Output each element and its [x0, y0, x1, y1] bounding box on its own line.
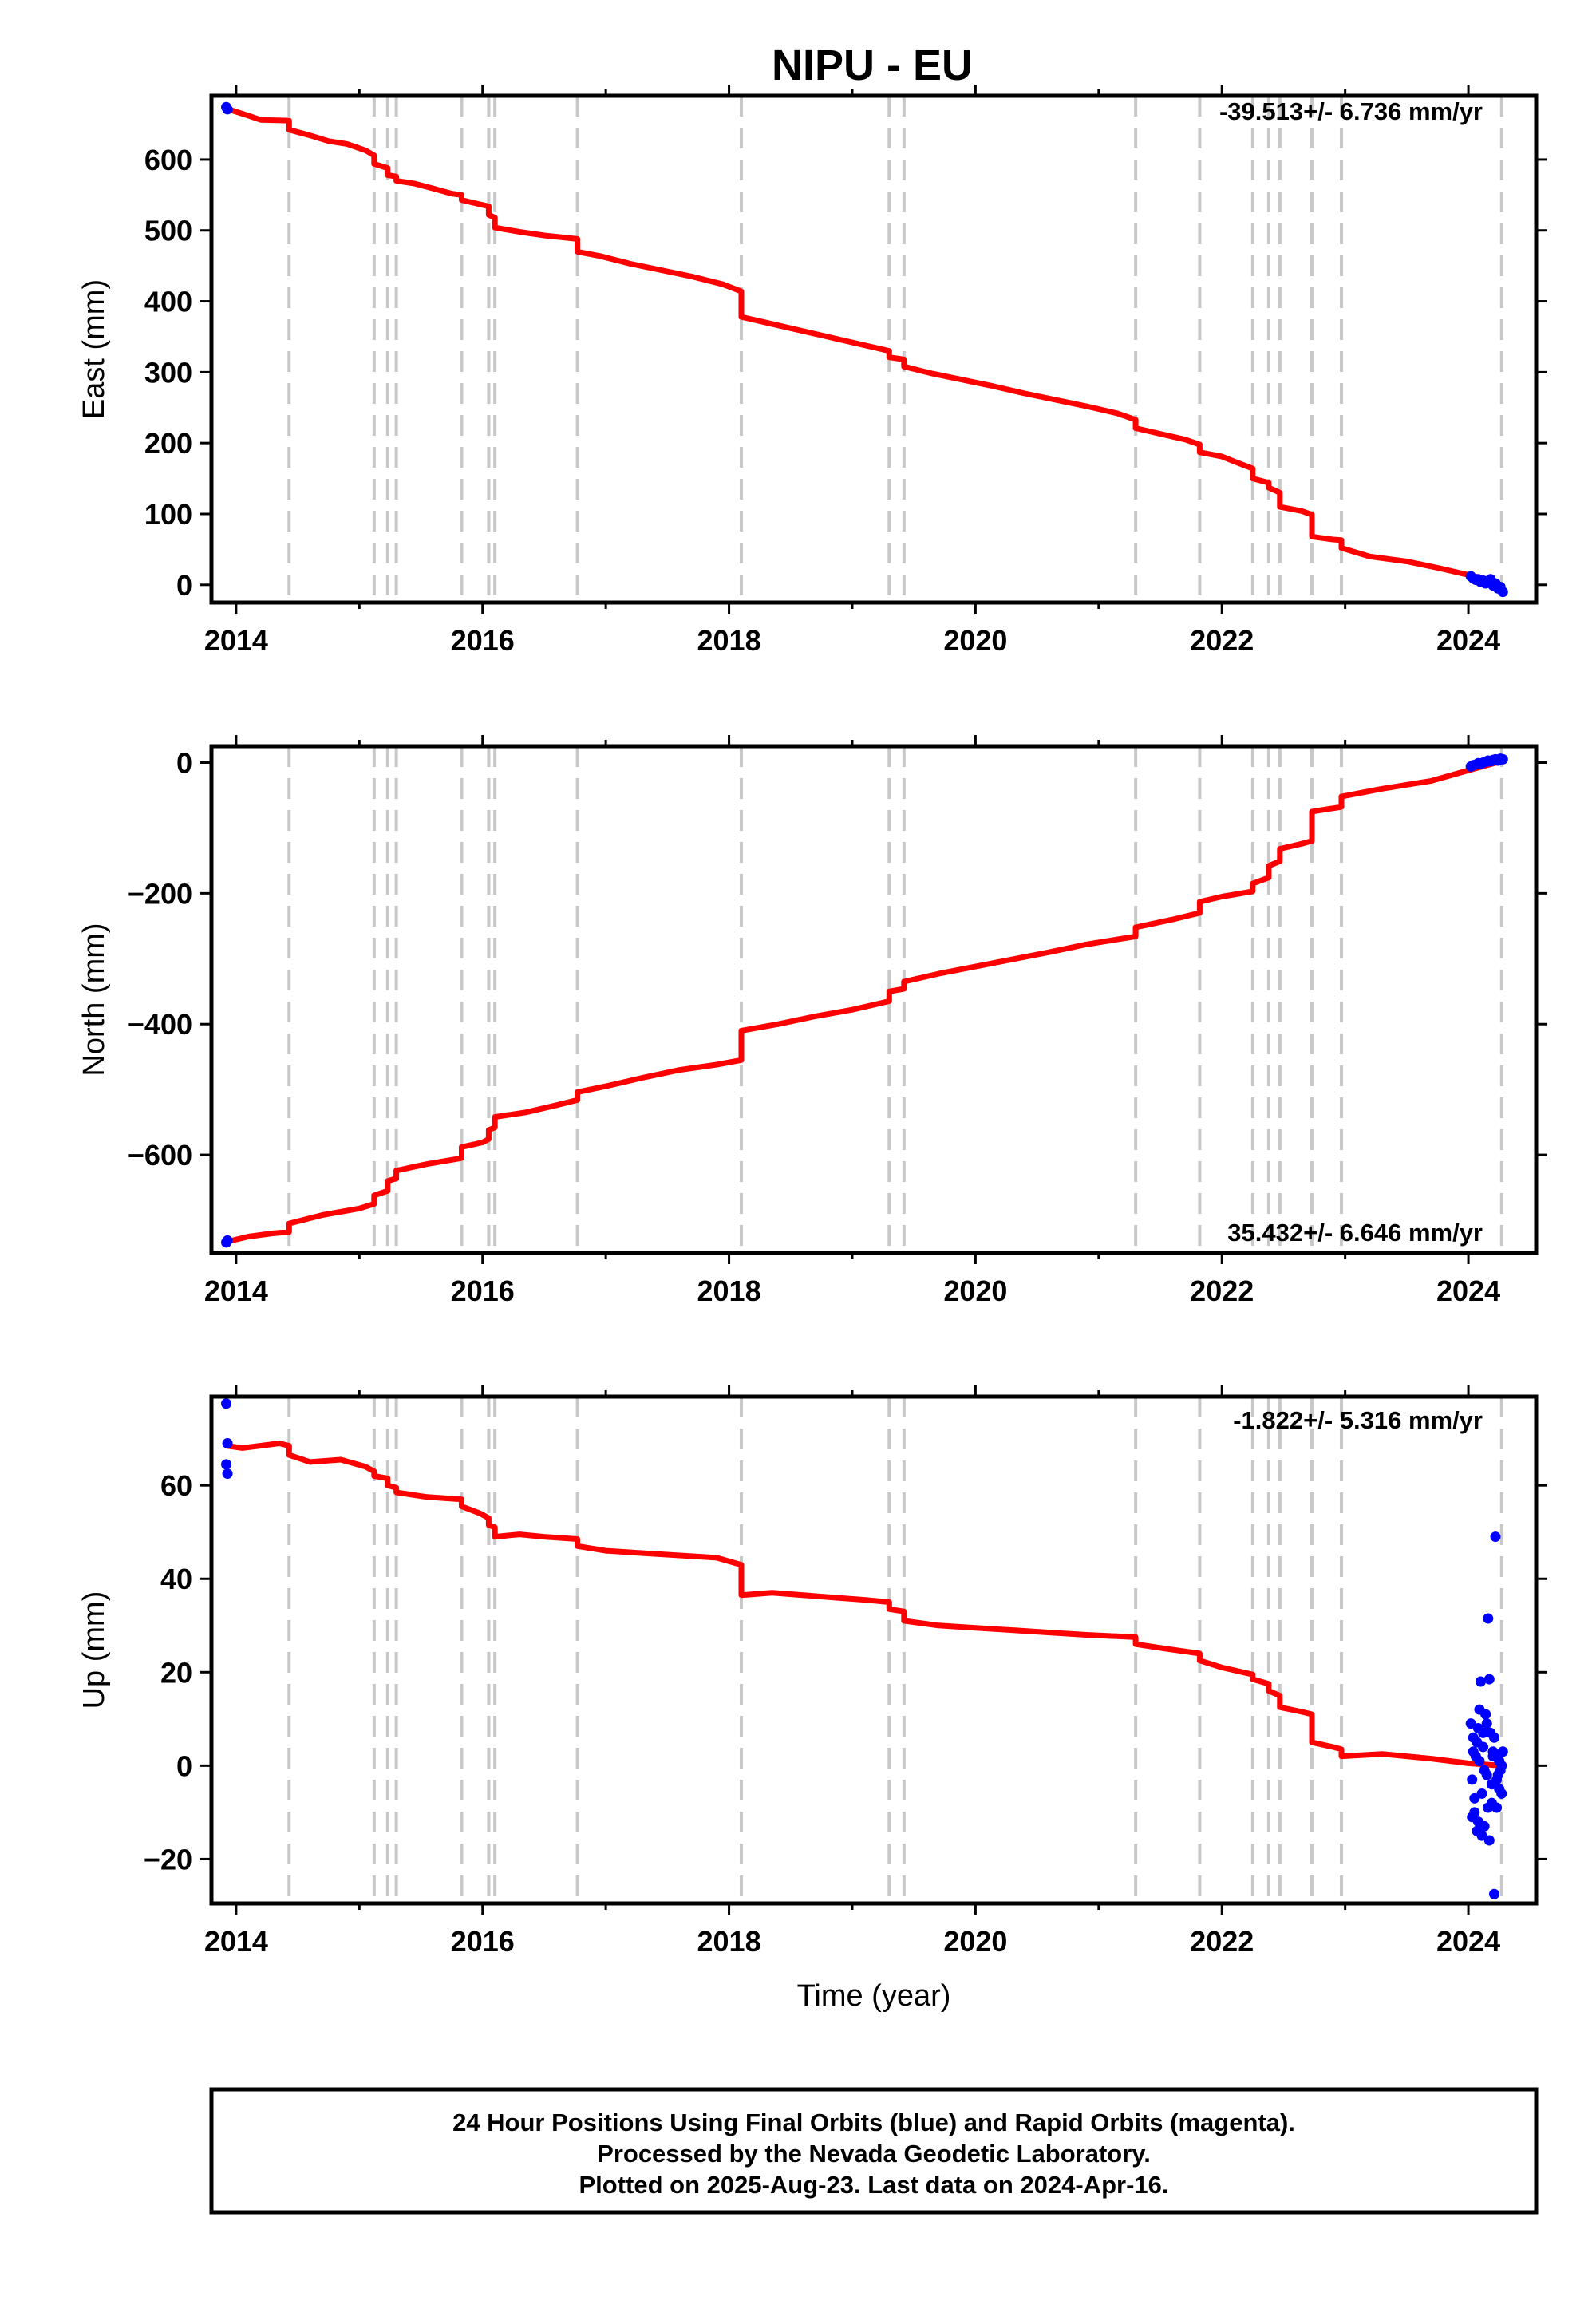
final-orbit-point	[1474, 1755, 1485, 1766]
final-orbit-point	[221, 1459, 232, 1470]
y-tick-label: −20	[144, 1843, 192, 1875]
x-tick-label: 2020	[943, 1275, 1007, 1307]
final-orbit-point	[221, 1398, 232, 1409]
final-orbit-point	[1467, 1774, 1478, 1785]
footer-line-1: 24 Hour Positions Using Final Orbits (bl…	[452, 2109, 1295, 2136]
final-orbit-point	[1478, 1727, 1489, 1738]
x-axis-title: Time (year)	[797, 1979, 951, 2013]
plot-frame	[209, 1394, 1539, 1906]
x-tick-label: 2014	[204, 1275, 268, 1307]
rate-label: -1.822+/- 5.316 mm/yr	[1233, 1406, 1483, 1434]
y-tick-label: 200	[144, 427, 192, 460]
final-orbit-point	[1472, 1737, 1483, 1748]
y-tick-label: 500	[144, 215, 192, 247]
final-orbit-point	[1497, 587, 1508, 598]
final-orbit-point	[1481, 1718, 1492, 1729]
final-orbit-point	[1472, 1816, 1483, 1828]
final-orbit-point	[1487, 1751, 1499, 1762]
x-tick-label: 2018	[697, 1275, 761, 1307]
x-tick-label: 2020	[943, 624, 1007, 657]
footer-box: 24 Hour Positions Using Final Orbits (bl…	[209, 2087, 1539, 2215]
chart-title: NIPU - EU	[772, 41, 973, 89]
final-orbit-point	[1483, 1835, 1495, 1846]
footer-line-2: Processed by the Nevada Geodetic Laborat…	[597, 2140, 1151, 2168]
final-orbit-point	[222, 1438, 233, 1449]
model-line	[226, 1441, 1503, 1769]
final-orbit-point	[1468, 1746, 1479, 1757]
final-orbit-point	[222, 104, 233, 115]
x-tick-label: 2018	[697, 1925, 761, 1958]
y-tick-label: 400	[144, 286, 192, 318]
y-tick-label: 100	[144, 498, 192, 531]
y-tick-label: 0	[176, 1749, 192, 1782]
x-tick-label: 2022	[1190, 624, 1254, 657]
y-tick-label: 0	[176, 569, 192, 602]
final-orbit-point	[222, 1235, 233, 1246]
final-orbit-point	[1465, 1718, 1476, 1729]
y-tick-label: −600	[128, 1139, 192, 1172]
final-orbit-point	[1490, 1531, 1501, 1543]
x-tick-label: 2014	[204, 624, 268, 657]
x-tick-label: 2014	[204, 1925, 268, 1958]
panel-north: 2014 2016 2018 2020 2022 2024 0 −200 −400 −600 Nor…	[77, 735, 1547, 1307]
y-tick-label: 0	[176, 746, 192, 779]
panels: 2014 2016 2018 2020 2022 20240100200300400500…	[77, 85, 1547, 2013]
y-axis-title: Up (mm)	[77, 1591, 111, 1709]
plot-frame	[209, 93, 1539, 605]
final-orbit-point	[1474, 1704, 1485, 1715]
final-orbit-point	[1469, 1792, 1480, 1804]
final-orbit-point	[222, 1468, 233, 1480]
x-tick-label: 2024	[1436, 1925, 1500, 1958]
final-orbit-point	[1488, 1888, 1499, 1899]
plot-frame	[209, 744, 1539, 1255]
rate-label: -39.513+/- 6.736 mm/yr	[1219, 97, 1483, 125]
y-tick-label: 600	[144, 144, 192, 176]
final-orbit-point	[1497, 753, 1508, 765]
x-tick-label: 2024	[1436, 624, 1500, 657]
panel-east: 2014 2016 2018 2020 2022 2024 0 100 200 300 400 500…	[77, 85, 1547, 657]
x-tick-label: 2016	[451, 1275, 515, 1307]
x-tick-label: 2016	[451, 624, 515, 657]
x-tick-label: 2024	[1436, 1275, 1500, 1307]
final-orbit-point	[1479, 1765, 1490, 1776]
final-orbit-point	[1497, 1746, 1508, 1757]
model-line	[225, 758, 1503, 1245]
y-tick-label: −400	[128, 1008, 192, 1041]
footer-line-3: Plotted on 2025-Aug-23. Last data on 202…	[579, 2171, 1168, 2199]
model-line	[225, 105, 1503, 589]
final-orbit-point	[1496, 1788, 1507, 1799]
y-tick-label: 40	[160, 1563, 192, 1595]
final-orbit-point	[1488, 1732, 1499, 1743]
y-tick-label: 20	[160, 1656, 192, 1689]
footer-frame	[209, 2087, 1539, 2215]
final-orbit-point	[1492, 1769, 1503, 1780]
final-orbit-point	[1476, 1788, 1487, 1799]
y-tick-label: 60	[160, 1469, 192, 1502]
final-orbit-point	[1476, 1676, 1487, 1687]
y-axis-title: North (mm)	[77, 923, 111, 1076]
x-tick-label: 2016	[451, 1925, 515, 1958]
y-axis-title: East (mm)	[77, 279, 111, 419]
x-tick-label: 2020	[943, 1925, 1007, 1958]
y-tick-label: −200	[128, 877, 192, 910]
final-orbit-point	[1483, 1674, 1495, 1685]
x-tick-label: 2018	[697, 624, 761, 657]
rate-label: 35.432+/- 6.646 mm/yr	[1227, 1219, 1483, 1247]
x-tick-label: 2022	[1190, 1275, 1254, 1307]
final-orbit-point	[1476, 1830, 1487, 1841]
final-orbit-point	[1483, 1613, 1494, 1624]
final-orbit-point	[1483, 1802, 1494, 1813]
x-tick-label: 2022	[1190, 1925, 1254, 1958]
panel-up: 2014 2016 2018 2020 2022 2024 −20 0 20 40 60 Up (mm…	[77, 1385, 1547, 2013]
y-tick-label: 300	[144, 356, 192, 389]
